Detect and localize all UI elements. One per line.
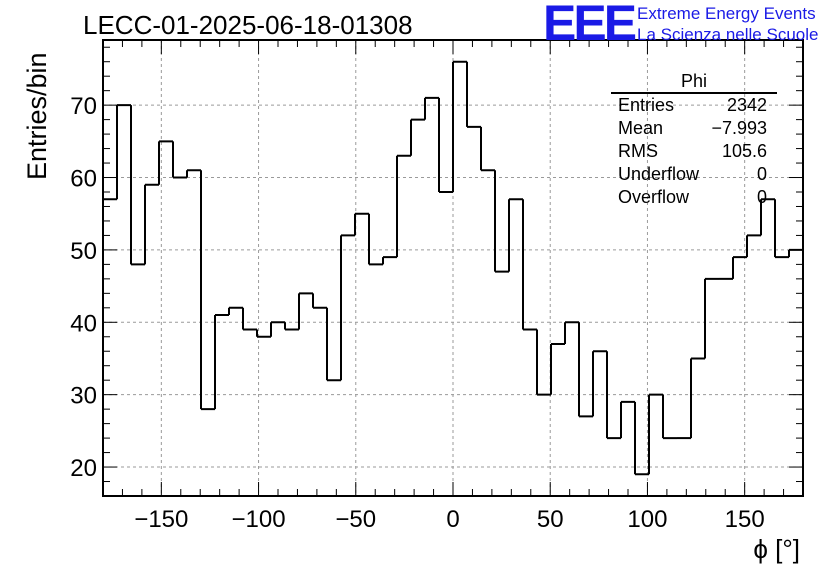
stats-row-overflow: Overflow 0	[611, 186, 777, 209]
histogram-bin	[284, 322, 299, 331]
histogram-bin	[326, 307, 341, 382]
histogram-bin	[382, 256, 397, 265]
x-tick-label: −50	[335, 506, 376, 533]
histogram-bin	[634, 401, 649, 476]
stats-row-underflow: Underflow 0	[611, 163, 777, 186]
histogram-bin	[522, 199, 537, 331]
histogram-bin	[270, 321, 285, 337]
histogram-bin	[172, 141, 187, 179]
y-tick-label: 40	[70, 310, 97, 337]
histogram-bin	[732, 256, 747, 279]
histogram-bin	[508, 198, 523, 272]
histogram-bin	[746, 234, 761, 258]
stats-label: Overflow	[618, 187, 690, 207]
chart-title: LECC-01-2025-06-18-01308	[83, 10, 413, 40]
histogram-bin	[466, 61, 481, 128]
y-tick-label: 70	[70, 93, 97, 120]
stats-value: 105.6	[721, 141, 767, 161]
histogram-bin	[396, 154, 411, 258]
x-tick-labels: −150 −100 −50 0 50 100 150	[134, 506, 764, 533]
histogram-bin	[536, 329, 551, 396]
stats-box: Phi Entries 2342 Mean −7.993 RMS 105.6 U…	[611, 71, 777, 209]
histogram-bin	[368, 213, 383, 266]
histogram-bin	[662, 394, 677, 440]
logo-tagline-2: La Scienza nelle Scuole	[637, 25, 819, 44]
x-tick-label: 150	[725, 506, 765, 533]
x-tick-label: −100	[232, 506, 286, 533]
histogram-bin	[578, 322, 593, 418]
histogram-bin	[704, 277, 719, 359]
histogram-bin	[550, 343, 565, 395]
logo-tagline-1: Extreme Energy Events	[637, 4, 816, 23]
stats-row-entries: Entries 2342	[611, 94, 777, 117]
histogram-bin	[298, 292, 313, 330]
histogram-bin	[690, 357, 705, 439]
histogram-bin	[312, 293, 327, 309]
stats-value: 0	[756, 187, 767, 207]
x-tick-label: 100	[627, 506, 667, 533]
histogram-bin	[494, 170, 509, 273]
histogram-bin	[214, 314, 229, 410]
histogram-bin	[438, 97, 453, 193]
histogram-bin	[564, 321, 579, 344]
histogram-bin	[592, 350, 607, 417]
histogram-bin	[648, 393, 663, 475]
histogram-bin	[228, 306, 243, 316]
histogram-bin	[340, 234, 355, 381]
x-axis-ticks	[121, 40, 804, 496]
histogram-bin	[774, 199, 789, 259]
histogram-bin	[256, 329, 271, 338]
histogram-bin	[242, 307, 257, 331]
stats-row-mean: Mean −7.993	[611, 117, 777, 140]
x-tick-label: −150	[134, 506, 188, 533]
histogram-bin	[760, 198, 775, 236]
histogram-series	[103, 60, 803, 476]
histogram-bin	[354, 212, 369, 236]
y-tick-label: 30	[70, 383, 97, 410]
histogram-bin	[410, 118, 425, 156]
y-axis-ticks	[103, 46, 803, 483]
stats-label: Underflow	[618, 164, 700, 184]
x-tick-label: 50	[537, 506, 564, 533]
histogram-bin	[452, 60, 467, 192]
y-tick-label: 20	[70, 455, 97, 482]
histogram-bin	[116, 104, 131, 200]
stats-label: RMS	[618, 141, 658, 161]
histogram-bin	[144, 183, 159, 265]
stats-label: Entries	[618, 95, 675, 115]
histogram-bin	[424, 96, 439, 120]
stats-title: Phi	[611, 71, 777, 94]
stats-value: 2342	[726, 95, 767, 115]
histogram-bin	[480, 126, 495, 172]
stats-row-rms: RMS 105.6	[611, 140, 777, 163]
y-tick-label: 60	[70, 166, 97, 193]
histogram-bin	[186, 169, 201, 178]
x-tick-label: 0	[446, 506, 459, 533]
histogram-bin	[788, 248, 803, 258]
histogram-bin	[130, 105, 145, 266]
histogram-bin	[200, 170, 215, 411]
stats-value: 0	[756, 164, 767, 184]
eee-logo: EEE	[543, 0, 637, 51]
histogram-bin	[620, 400, 635, 439]
y-tick-labels: 20 30 40 50 60 70	[70, 93, 97, 482]
stats-label: Mean	[618, 118, 664, 138]
x-axis-title: ϕ [°]	[753, 534, 800, 564]
y-axis-title: Entries/bin	[22, 52, 52, 180]
histogram-bin	[606, 351, 621, 440]
stats-value: −7.993	[711, 118, 767, 138]
y-tick-label: 50	[70, 238, 97, 265]
histogram-bin	[158, 140, 173, 185]
